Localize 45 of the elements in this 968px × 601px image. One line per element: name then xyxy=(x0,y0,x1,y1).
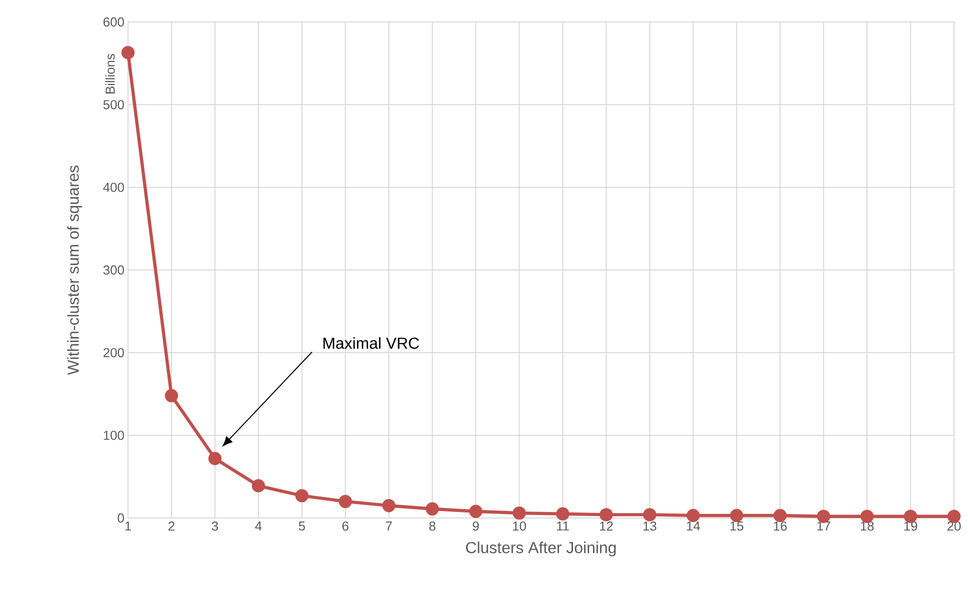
point xyxy=(121,46,135,60)
point xyxy=(600,508,613,522)
x-tick-label: 5 xyxy=(298,522,305,531)
x-tick-label: 12 xyxy=(600,522,613,531)
annotation: Maximal VRC xyxy=(324,337,419,349)
point xyxy=(730,508,744,522)
x-tick-label: 15 xyxy=(730,522,744,531)
point xyxy=(469,504,482,518)
x-axis-title: Clusters After Joining xyxy=(466,542,616,556)
point xyxy=(382,499,396,512)
point xyxy=(426,502,439,516)
x-tick-label: 9 xyxy=(472,522,479,531)
y-tick-label: 200 xyxy=(104,348,124,358)
x-tick-label: 11 xyxy=(557,522,569,530)
x-tick-label: 19 xyxy=(904,522,918,531)
x-tick-label: 13 xyxy=(643,522,656,531)
y-tick-label: 600 xyxy=(104,17,124,27)
x-tick-label: 1 xyxy=(125,522,131,530)
x-tick-label: 2 xyxy=(168,522,174,531)
x-tick-label: 14 xyxy=(686,522,700,530)
x-tick-label: 3 xyxy=(212,522,218,531)
point xyxy=(208,452,222,466)
point xyxy=(556,507,570,520)
y-tick-label: 300 xyxy=(103,265,124,275)
point xyxy=(252,479,266,492)
x-tick-label: 7 xyxy=(386,522,392,530)
point xyxy=(643,508,656,522)
x-tick-label: 10 xyxy=(513,522,526,531)
y-tick-label: 500 xyxy=(103,100,124,110)
y-axis-title: Within-cluster sum of squares xyxy=(67,166,82,375)
x-tick-label: 4 xyxy=(255,522,262,530)
x-tick-label: 8 xyxy=(429,522,436,531)
point xyxy=(295,489,308,502)
point xyxy=(512,506,526,520)
y-tick-label: 400 xyxy=(103,182,124,192)
y-tick-label: 100 xyxy=(104,430,124,440)
y-tick-label: 0 xyxy=(118,513,124,523)
text: Billions xyxy=(105,54,115,94)
point xyxy=(164,389,178,402)
point xyxy=(338,494,352,508)
x-tick-label: 16 xyxy=(774,522,787,531)
x-tick-label: 6 xyxy=(342,522,348,531)
point xyxy=(774,508,787,522)
x-tick-label: 18 xyxy=(860,522,874,531)
point xyxy=(686,508,700,522)
